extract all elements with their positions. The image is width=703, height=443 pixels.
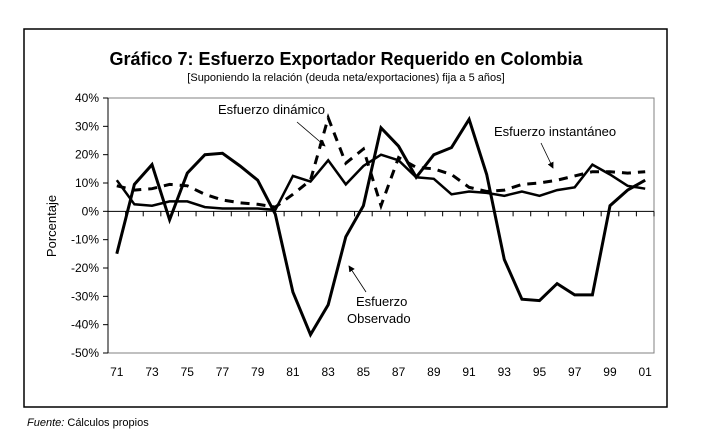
y-tick-label: -10% — [71, 233, 99, 247]
series-group — [115, 113, 646, 338]
x-tick-label: 01 — [639, 365, 653, 379]
x-tick-label: 97 — [568, 365, 582, 379]
annotation-arrow-dinamico — [296, 121, 326, 147]
y-tick-label: -40% — [71, 318, 99, 332]
x-tick-label: 79 — [251, 365, 265, 379]
y-axis: 40% 30% 20% 10% 0% -10% -20% -30% -40% -50% — [71, 91, 109, 360]
chart-title: Gráfico 7: Esfuerzo Exportador Requerido… — [109, 49, 583, 69]
y-tick-label: -50% — [71, 346, 99, 360]
x-tick-label: 73 — [145, 365, 159, 379]
x-tick-label: 89 — [427, 365, 441, 379]
source-text: Cálculos propios — [67, 417, 149, 429]
series-line-esfuerzo-din-mico — [116, 113, 646, 211]
annotation-dinamico: Esfuerzo dinámico — [218, 102, 325, 117]
source-note: Fuente: Cálculos propios — [27, 417, 149, 429]
x-tick-label: 71 — [110, 365, 124, 379]
series-line-esfuerzo-instant-neo — [115, 153, 646, 212]
x-tick-label: 87 — [392, 365, 406, 379]
x-tick-label: 77 — [216, 365, 230, 379]
x-tick-label: 83 — [321, 365, 335, 379]
x-tick-label: 81 — [286, 365, 300, 379]
annotations: Esfuerzo dinámico Esfuerzo instantáneo E… — [218, 102, 616, 326]
series-line-esfuerzo-observado — [115, 115, 646, 338]
annotation-arrow-instantaneo — [540, 142, 554, 169]
y-tick-label: 10% — [75, 176, 99, 190]
y-tick-label: -30% — [71, 289, 99, 303]
y-axis-label: Porcentaje — [44, 195, 59, 257]
y-tick-label: 30% — [75, 119, 99, 133]
annotation-observado-line2: Observado — [347, 311, 411, 326]
x-tick-label: 85 — [357, 365, 371, 379]
source-label: Fuente: — [27, 417, 65, 429]
x-tick-label: 95 — [533, 365, 547, 379]
x-tick-label: 75 — [181, 365, 195, 379]
y-tick-label: 0% — [82, 204, 100, 218]
chart-subtitle: [Suponiendo la relación (deuda neta/expo… — [187, 72, 504, 84]
annotation-arrow-observado — [348, 265, 367, 293]
y-tick-label: 40% — [75, 91, 99, 105]
x-tick-label: 99 — [603, 365, 617, 379]
x-tick-label: 91 — [462, 365, 476, 379]
annotation-instantaneo: Esfuerzo instantáneo — [494, 124, 616, 139]
annotation-observado-line1: Esfuerzo — [356, 294, 407, 309]
x-tick-label: 93 — [498, 365, 512, 379]
chart-frame — [23, 28, 668, 408]
x-axis: 71 73 75 77 79 81 83 85 87 89 91 93 95 97 99 01 — [107, 210, 655, 379]
y-tick-label: 20% — [75, 148, 99, 162]
y-tick-label: -20% — [71, 261, 99, 275]
